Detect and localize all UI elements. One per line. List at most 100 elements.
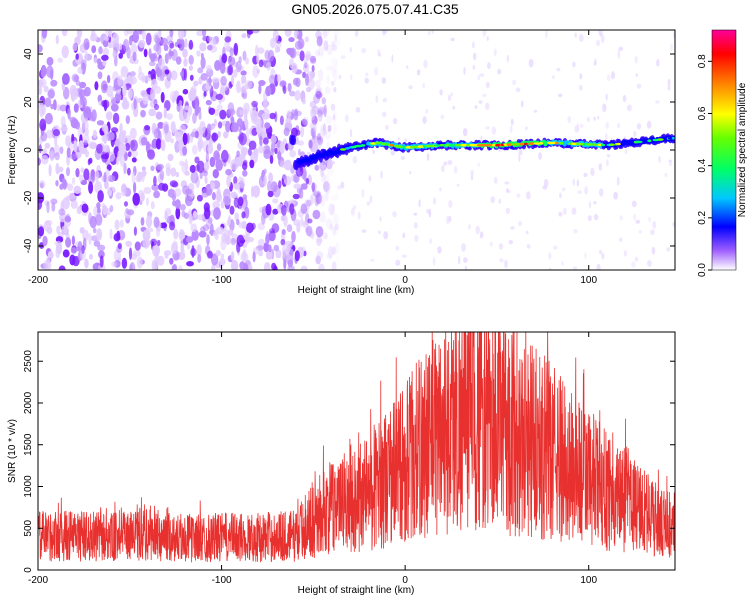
noise-blob (509, 125, 513, 134)
noise-blob (98, 100, 103, 106)
noise-blob (219, 257, 226, 266)
noise-blob (606, 159, 609, 167)
noise-blob (638, 230, 642, 234)
noise-blob (109, 205, 114, 212)
noise-blob (156, 239, 161, 247)
noise-blob (293, 183, 302, 190)
noise-blob (263, 174, 267, 187)
noise-blob (152, 243, 160, 257)
noise-blob (270, 148, 274, 157)
noise-blob (242, 169, 248, 177)
noise-blob (54, 152, 60, 161)
noise-blob (81, 245, 85, 254)
noise-blob (160, 139, 164, 150)
noise-blob (119, 123, 123, 133)
noise-blob (145, 141, 150, 154)
noise-blob (365, 72, 369, 77)
noise-blob (205, 99, 212, 106)
noise-blob (197, 214, 205, 221)
noise-blob (618, 46, 624, 51)
noise-blob (129, 71, 136, 77)
snr-panel: -200 -100 0 100 0 500 1000 1500 2000 2500 Height… (7, 331, 676, 596)
noise-blob (138, 171, 146, 178)
noise-blob (328, 203, 335, 216)
noise-blob (291, 127, 298, 138)
noise-blob (315, 226, 324, 238)
noise-blob (236, 241, 241, 253)
noise-blob (300, 118, 308, 127)
noise-blob (96, 58, 102, 65)
noise-blob (131, 253, 138, 260)
noise-blob (148, 108, 156, 117)
noise-blob (107, 30, 112, 38)
noise-blob (393, 117, 398, 125)
noise-blob (58, 208, 66, 216)
noise-blob (499, 258, 504, 263)
noise-blob (115, 192, 122, 200)
noise-blob (49, 150, 55, 162)
y-tick-label: 1500 (23, 433, 34, 456)
bottom-x-axis-label: Height of straight line (km) (298, 585, 415, 596)
noise-blob (44, 142, 51, 149)
noise-blob (83, 86, 91, 97)
noise-blob (273, 244, 280, 252)
noise-blob (305, 73, 309, 86)
x-tick-label: 100 (580, 575, 597, 586)
noise-blob (596, 263, 601, 270)
noise-blob (296, 50, 300, 57)
noise-blob (219, 109, 227, 120)
noise-blob (46, 129, 54, 139)
noise-blob (437, 246, 442, 254)
noise-blob (506, 54, 510, 63)
noise-blob (313, 94, 321, 104)
noise-blob (489, 241, 493, 247)
noise-blob (215, 250, 221, 257)
noise-blob (572, 61, 576, 68)
noise-blob (256, 124, 262, 135)
noise-blob (557, 93, 563, 98)
noise-blob (76, 246, 81, 252)
noise-blob (593, 201, 597, 205)
ridge-core (480, 143, 488, 147)
noise-blob (370, 258, 375, 262)
noise-blob (241, 211, 246, 219)
noise-blob (284, 30, 292, 37)
noise-blob (119, 219, 124, 228)
noise-blob (491, 126, 497, 135)
noise-blob (126, 209, 135, 216)
noise-blob (71, 177, 76, 185)
noise-blob (155, 111, 163, 120)
ridge-core (469, 143, 478, 147)
noise-blob (622, 94, 627, 103)
noise-blob (293, 219, 301, 227)
noise-blob (160, 91, 165, 103)
y-tick-label: -20 (23, 190, 34, 205)
noise-blob (324, 86, 331, 95)
noise-blob (170, 70, 178, 81)
noise-blob (38, 157, 41, 166)
noise-blob (518, 149, 523, 156)
noise-blob (498, 198, 502, 204)
noise-blob (265, 85, 272, 97)
noise-blob (46, 56, 54, 66)
noise-blob (323, 104, 327, 118)
noise-blob (56, 167, 60, 175)
noise-blob (83, 38, 90, 51)
noise-blob (111, 127, 118, 133)
noise-blob (70, 118, 79, 129)
noise-blob (192, 112, 197, 124)
noise-blob (490, 196, 496, 204)
noise-blob (391, 54, 394, 63)
noise-blob (170, 167, 177, 177)
noise-blob (109, 93, 115, 100)
noise-blob (265, 233, 270, 245)
noise-blob (311, 192, 315, 204)
noise-blob (129, 76, 137, 85)
noise-blob (212, 169, 219, 179)
noise-blob (97, 71, 103, 80)
noise-blob (233, 197, 240, 208)
noise-blob (141, 30, 146, 40)
noise-blob (198, 110, 202, 121)
noise-blob (59, 104, 67, 112)
noise-blob (482, 30, 487, 37)
